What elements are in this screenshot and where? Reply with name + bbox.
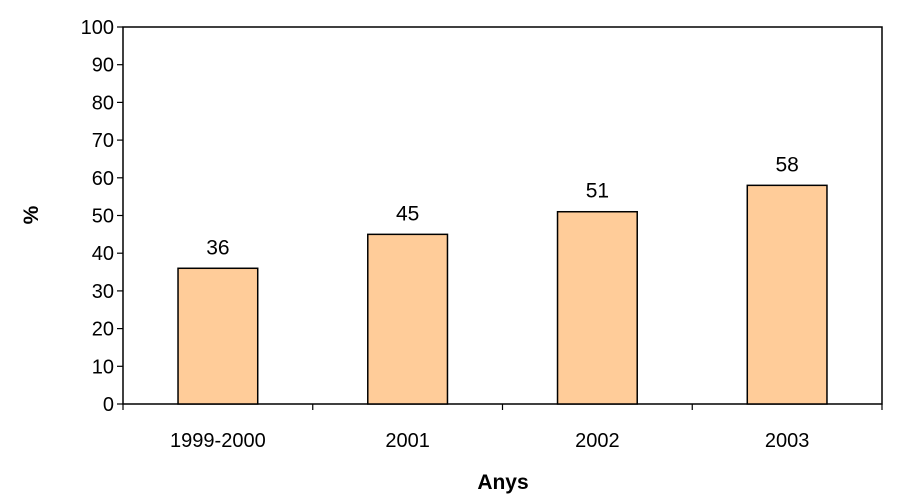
y-tick-label: 10	[92, 356, 114, 378]
bar-value-label: 51	[586, 180, 609, 203]
x-tick-label: 2001	[385, 430, 430, 452]
y-tick-label: 60	[92, 168, 114, 190]
x-axis-title: Anys	[477, 471, 528, 494]
y-tick-label: 100	[81, 17, 114, 39]
y-axis-ticks: 0 10 20 30 40 50 60 70 80 90 100	[81, 17, 123, 416]
x-tick-label: 2003	[765, 430, 810, 452]
bar-value-label: 36	[206, 236, 229, 259]
x-tick-label: 2002	[575, 430, 620, 452]
y-tick-label: 20	[92, 319, 114, 341]
y-tick-label: 0	[103, 394, 114, 416]
bar	[556, 210, 638, 405]
y-tick-label: 40	[92, 243, 114, 265]
bar-value-label: 45	[396, 202, 419, 225]
bar-value-label: 58	[775, 153, 798, 176]
x-axis-ticks: 1999-2000 2001 2002 2003	[122, 404, 883, 452]
bar	[177, 267, 259, 405]
y-tick-label: 30	[92, 281, 114, 303]
y-tick-label: 80	[92, 92, 114, 114]
y-axis-title: %	[20, 205, 43, 224]
data-labels: 36 45 51 58	[206, 153, 799, 259]
x-tick-label: 1999-2000	[170, 430, 266, 452]
y-tick-label: 50	[92, 206, 114, 228]
bar-series	[177, 184, 828, 405]
y-tick-label: 90	[92, 55, 114, 77]
y-tick-label: 70	[92, 130, 114, 152]
bar	[746, 184, 828, 405]
bar	[367, 233, 449, 405]
